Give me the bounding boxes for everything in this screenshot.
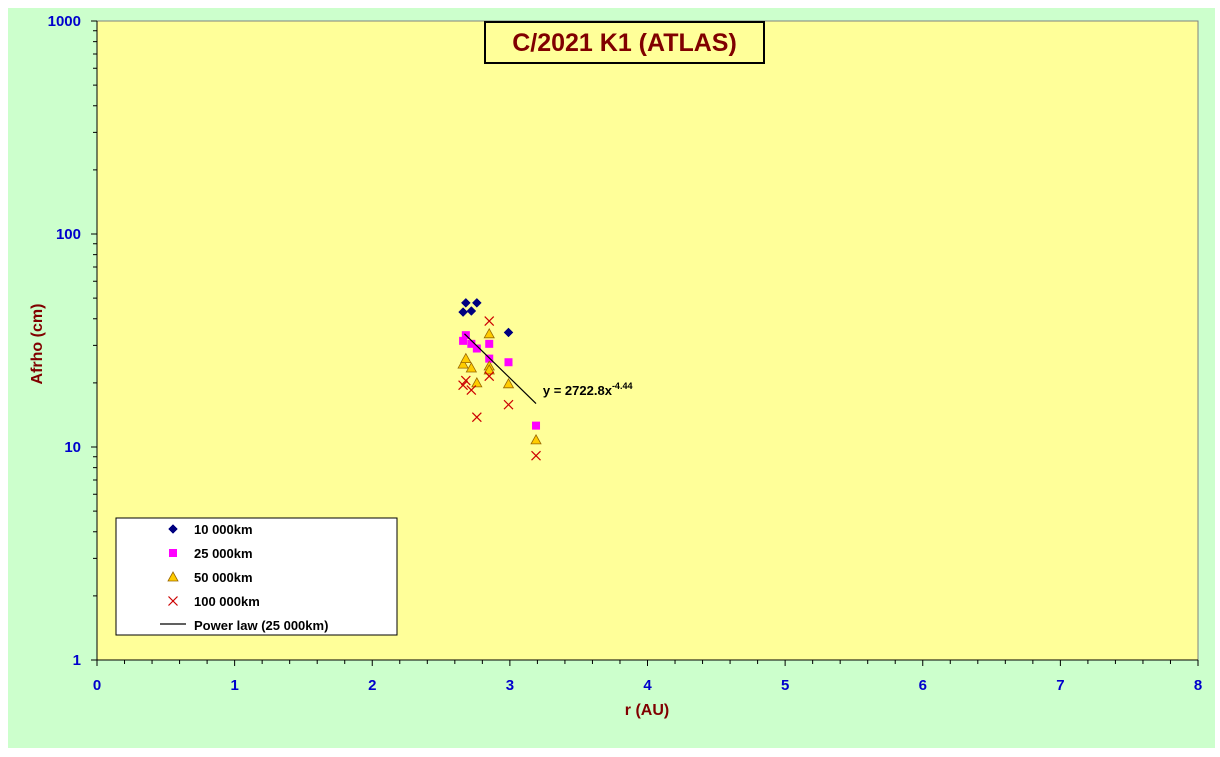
legend-label: 50 000km bbox=[194, 570, 253, 585]
data-point-50-000km bbox=[530, 434, 542, 445]
y-axis-ticks: 1 10 100 1000 bbox=[48, 13, 97, 669]
data-point-50-000km bbox=[483, 327, 495, 339]
legend-item-100-000km: 100 000km bbox=[168, 594, 260, 609]
series-power-law-25-000km bbox=[464, 333, 537, 404]
equation-exponent: -4.44 bbox=[612, 381, 633, 391]
data-point-25-000km bbox=[467, 339, 476, 348]
data-point-10-000km bbox=[458, 307, 468, 317]
data-series bbox=[457, 298, 542, 461]
data-point-100-000km bbox=[531, 450, 541, 461]
series-50-000km bbox=[457, 327, 542, 445]
legend-label: 100 000km bbox=[194, 594, 260, 609]
data-point-25-000km bbox=[472, 344, 481, 353]
cross-stroke bbox=[503, 399, 514, 410]
legend-marker bbox=[167, 571, 179, 582]
series-10-000km bbox=[458, 298, 514, 338]
legend-marker bbox=[169, 549, 177, 557]
cross-stroke bbox=[460, 375, 471, 386]
cross-stroke bbox=[484, 316, 495, 327]
x-tick-label: 2 bbox=[368, 677, 376, 694]
cross-stroke bbox=[458, 380, 469, 391]
data-point-50-000km bbox=[460, 352, 472, 364]
data-point-10-000km bbox=[460, 298, 471, 308]
legend-label: Power law (25 000km) bbox=[194, 618, 328, 633]
legend: 10 000km 25 000km 50 000km 100 000km Power l… bbox=[115, 517, 398, 636]
equation-text: y = 2722.8x bbox=[543, 383, 613, 398]
data-point-100-000km bbox=[460, 375, 471, 386]
legend-label: 25 000km bbox=[194, 546, 253, 561]
legend-box bbox=[115, 517, 398, 636]
trendline-equation: y = 2722.8x-4.44 bbox=[543, 381, 633, 398]
x-tick-label: 7 bbox=[1056, 677, 1064, 694]
y-tick-label: 10 bbox=[64, 439, 81, 456]
data-point-25-000km bbox=[532, 421, 541, 430]
y-tick-label: 1 bbox=[73, 652, 81, 669]
cross-stroke bbox=[471, 412, 482, 423]
data-point-10-000km bbox=[471, 298, 482, 308]
data-point-100-000km bbox=[466, 385, 477, 396]
legend-item-25-000km: 25 000km bbox=[169, 546, 253, 561]
title-border bbox=[484, 21, 765, 64]
legend-marker bbox=[168, 596, 178, 606]
series-100-000km bbox=[458, 316, 541, 461]
data-point-10-000km bbox=[503, 327, 514, 338]
data-point-100-000km bbox=[484, 371, 495, 382]
cross-stroke bbox=[466, 385, 477, 396]
x-tick-label: 5 bbox=[781, 677, 789, 694]
data-point-100-000km bbox=[503, 399, 514, 410]
chart-title: C/2021 K1 (ATLAS) bbox=[512, 29, 737, 57]
legend-item-50-000km: 50 000km bbox=[167, 570, 253, 585]
x-tick-label: 6 bbox=[919, 677, 927, 694]
data-point-25-000km bbox=[485, 339, 494, 348]
legend-marker bbox=[168, 524, 178, 534]
x-tick-label: 1 bbox=[230, 677, 238, 694]
data-point-50-000km bbox=[457, 358, 469, 369]
data-point-50-000km bbox=[471, 377, 483, 388]
legend-item-10-000km: 10 000km bbox=[168, 522, 253, 537]
cross-stroke bbox=[168, 596, 178, 606]
x-axis-label: r (AU) bbox=[625, 702, 669, 719]
cross-stroke bbox=[531, 450, 541, 461]
data-point-50-000km bbox=[465, 362, 478, 373]
y-axis-label: Afrho (cm) bbox=[29, 304, 46, 385]
x-tick-label: 4 bbox=[643, 677, 652, 694]
data-point-100-000km bbox=[458, 380, 469, 391]
x-tick-label: 3 bbox=[506, 677, 514, 694]
data-point-100-000km bbox=[471, 412, 482, 423]
legend-item-power-law-25-000km: Power law (25 000km) bbox=[160, 618, 328, 633]
data-point-25-000km bbox=[459, 336, 468, 345]
data-point-100-000km bbox=[484, 316, 495, 327]
legend-label: 10 000km bbox=[194, 522, 253, 537]
x-axis-ticks: 0 1 2 3 4 5 6 7 8 bbox=[93, 660, 1202, 694]
chart-title-box: C/2021 K1 (ATLAS) bbox=[484, 21, 765, 64]
data-point-10-000km bbox=[466, 306, 477, 316]
data-point-25-000km bbox=[504, 358, 513, 367]
y-tick-label: 1000 bbox=[48, 13, 81, 30]
x-tick-label: 8 bbox=[1194, 677, 1202, 694]
data-point-50-000km bbox=[483, 364, 495, 375]
x-tick-label: 0 bbox=[93, 677, 101, 694]
cross-stroke bbox=[484, 371, 495, 382]
power-law-trendline bbox=[464, 333, 537, 404]
data-point-50-000km bbox=[502, 377, 515, 389]
y-tick-label: 100 bbox=[56, 226, 81, 243]
